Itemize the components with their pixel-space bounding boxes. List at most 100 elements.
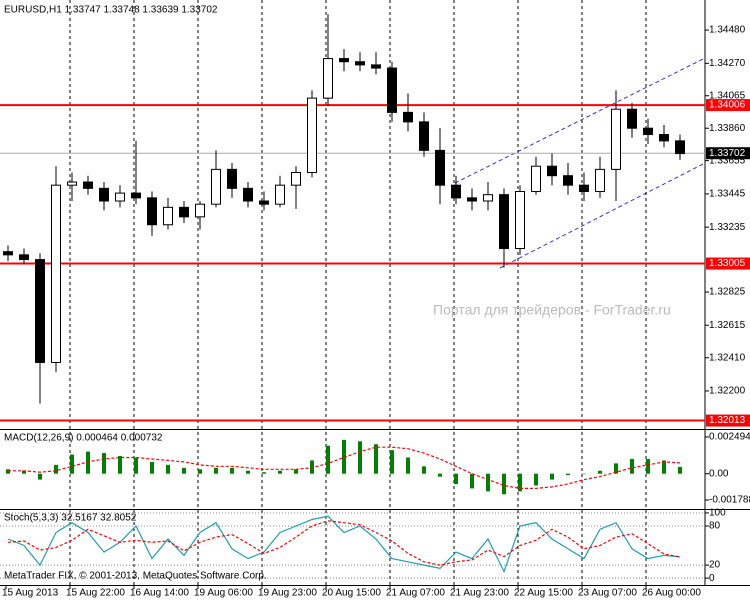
histogram-bar: [214, 467, 218, 474]
y-tick-label: 1.33445: [709, 189, 746, 200]
x-tick-label: 20 Aug 15:00: [322, 588, 381, 599]
histogram-bar: [566, 473, 570, 476]
price-label: 1.33702: [709, 148, 746, 159]
candle-body: [99, 187, 109, 202]
histogram-bar: [406, 457, 410, 474]
histogram-bar: [22, 470, 26, 474]
x-tick-label: 15 Aug 22:00: [66, 588, 125, 599]
x-tick-label: 23 Aug 07:00: [578, 588, 637, 599]
y-tick-label: 1.34065: [709, 90, 746, 101]
y-tick-label: 1.33860: [709, 123, 746, 134]
candle-body: [371, 64, 381, 69]
candle-body: [563, 175, 573, 186]
y-tick-label: 1.34480: [709, 25, 746, 36]
y-tick-label: 1.33655: [709, 155, 746, 166]
x-tick-label: 22 Aug 15:00: [514, 588, 573, 599]
histogram-bar: [518, 473, 522, 492]
candle-body: [323, 58, 333, 99]
candle-body: [3, 251, 13, 256]
candle-body: [195, 203, 205, 218]
histogram-bar: [326, 445, 330, 474]
y-tick-label: 0: [709, 573, 715, 584]
histogram-bar: [278, 470, 282, 474]
x-tick-label: 26 Aug 00:00: [642, 588, 701, 599]
histogram-bar: [374, 444, 378, 474]
histogram-bar: [6, 469, 10, 474]
candle-body: [147, 197, 157, 226]
histogram-bar: [662, 460, 666, 474]
candle-body: [579, 184, 589, 193]
histogram-bar: [310, 460, 314, 474]
y-tick-label: 1.32200: [709, 386, 746, 397]
candle-body: [659, 134, 669, 142]
histogram-bar: [598, 470, 602, 474]
candle-body: [675, 140, 685, 155]
x-tick-label: 21 Aug 23:00: [450, 588, 509, 599]
x-tick-label: 19 Aug 23:00: [258, 588, 317, 599]
copyright: MetaTrader FIX, © 2001-2013, MetaQuotes …: [4, 571, 267, 582]
y-tick-label: 1.34270: [709, 58, 746, 69]
x-tick-label: 15 Aug 2013: [2, 588, 59, 599]
level-label-box: [706, 257, 750, 270]
channel-upper: [454, 57, 706, 184]
candle-body: [547, 165, 557, 177]
histogram-bar: [86, 451, 90, 474]
candle-body: [131, 192, 141, 199]
y-tick-label: 1.32615: [709, 320, 746, 331]
candle-body: [243, 187, 253, 202]
histogram-bar: [438, 473, 442, 477]
level-label-box: [706, 99, 750, 112]
candle-body: [467, 197, 477, 202]
level-label: 1.32013: [709, 415, 746, 426]
candle-body: [275, 184, 285, 205]
histogram-bar: [534, 473, 538, 486]
histogram-bar: [470, 473, 474, 489]
histogram-bar: [70, 454, 74, 474]
histogram-bar: [198, 469, 202, 474]
histogram-bar: [614, 463, 618, 474]
histogram-bar: [422, 466, 426, 474]
histogram-bar: [102, 453, 106, 474]
histogram-bar: [262, 472, 266, 474]
y-tick-label: -0.001788: [709, 495, 750, 506]
candle-body: [291, 172, 301, 186]
histogram-bar: [390, 450, 394, 474]
candle-body: [51, 184, 61, 363]
y-tick-label: 20: [709, 560, 721, 571]
candle-body: [419, 121, 429, 151]
histogram-bar: [38, 473, 42, 480]
candle-body: [451, 184, 461, 199]
watermark: Портал для трейдеров - ForTrader.ru: [433, 302, 671, 318]
histogram-bar: [150, 461, 154, 474]
histogram-bar: [502, 473, 506, 495]
y-tick-label: 1.33235: [709, 222, 746, 233]
candle-body: [83, 181, 93, 189]
histogram-bar: [118, 456, 122, 474]
candle-body: [643, 127, 653, 136]
histogram-bar: [182, 467, 186, 474]
candle-body: [35, 259, 45, 363]
histogram-bar: [646, 458, 650, 474]
y-tick-label: 100: [709, 508, 726, 519]
candle-body: [211, 168, 221, 205]
x-tick-label: 19 Aug 06:00: [194, 588, 253, 599]
candle-body: [227, 168, 237, 189]
channel-lower: [499, 162, 706, 269]
x-tick-label: 21 Aug 07:00: [386, 588, 445, 599]
chart-title: EURUSD,H1 1.33747 1.33748 1.33639 1.3370…: [4, 5, 218, 16]
candle-body: [19, 254, 29, 261]
candle-body: [435, 149, 445, 186]
histogram-bar: [230, 467, 234, 474]
candle-body: [259, 200, 269, 205]
candle-body: [179, 206, 189, 218]
level-label: 1.34006: [709, 100, 746, 111]
candle-body: [483, 194, 493, 202]
candle-body: [403, 111, 413, 123]
panel-title: Stoch(5,3,3) 32.5167 32.8052: [4, 513, 137, 524]
candle-body: [355, 61, 365, 66]
histogram-bar: [630, 458, 634, 474]
candle-body: [499, 194, 509, 250]
y-tick-label: 0.00: [709, 468, 729, 479]
candle-body: [531, 165, 541, 193]
